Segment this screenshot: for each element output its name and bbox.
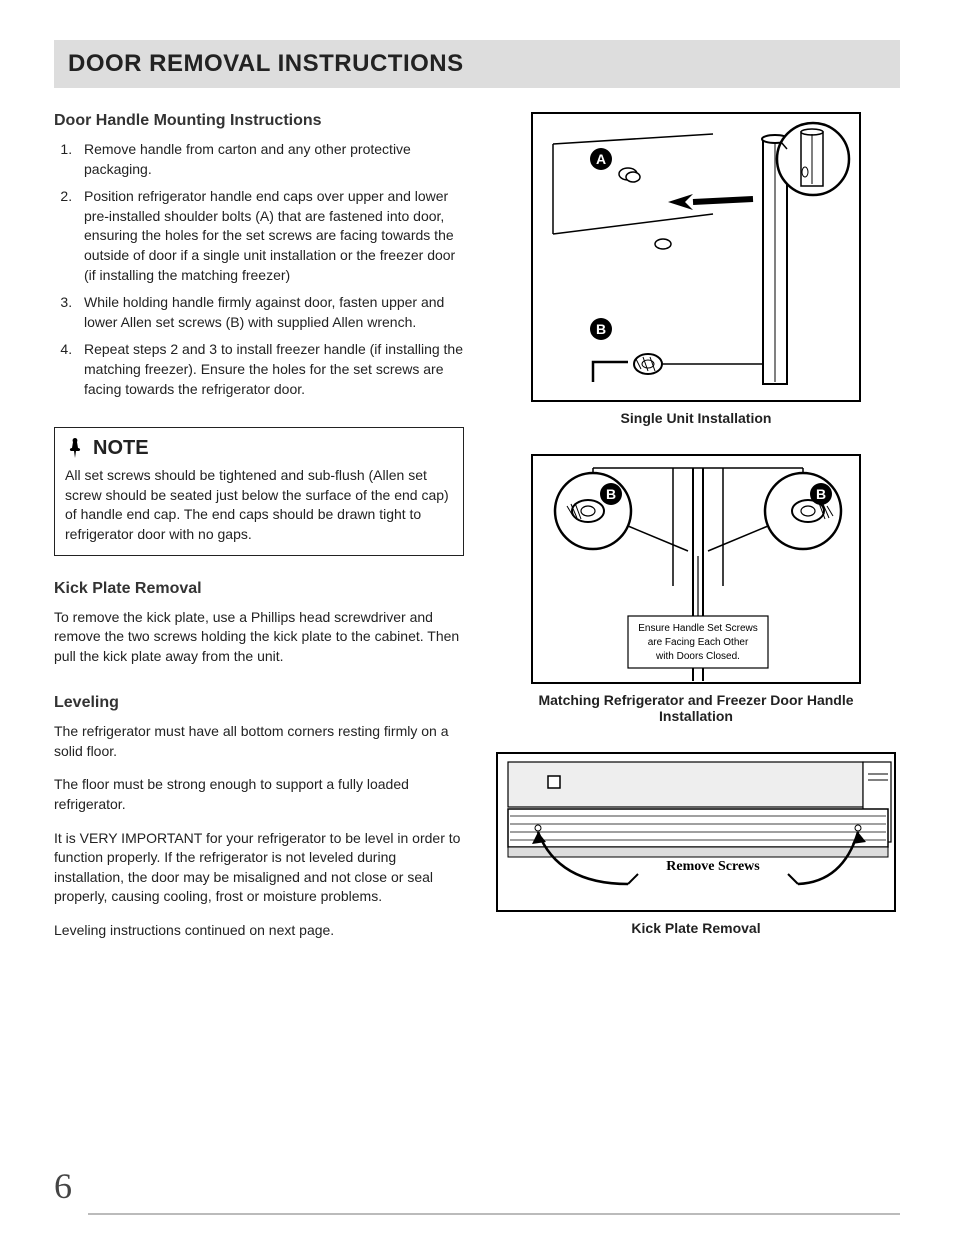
mounting-section: Door Handle Mounting Instructions Remove…: [54, 112, 464, 399]
mounting-heading: Door Handle Mounting Instructions: [54, 112, 464, 130]
step-1: Remove handle from carton and any other …: [76, 140, 464, 179]
fig2-label-b2: B: [816, 486, 826, 502]
figure-matching: B B Ensure Handle Set Screws: [492, 454, 900, 724]
note-label: NOTE: [93, 437, 149, 460]
figure2-caption: Matching Refrigerator and Freezer Door H…: [516, 692, 876, 724]
figure1-frame: A: [531, 112, 861, 402]
kick-section: Kick Plate Removal To remove the kick pl…: [54, 580, 464, 667]
figure3-caption: Kick Plate Removal: [492, 920, 900, 936]
step-2: Position refrigerator handle end caps ov…: [76, 187, 464, 285]
fig1-label-a: A: [596, 151, 606, 167]
mounting-steps: Remove handle from carton and any other …: [54, 140, 464, 399]
fig3-callout: Remove Screws: [666, 859, 760, 874]
right-column: A: [492, 112, 900, 969]
leveling-p3: It is VERY IMPORTANT for your refrigerat…: [54, 829, 464, 907]
figure2-frame: B B Ensure Handle Set Screws: [531, 454, 861, 684]
fig2-box-line1: Ensure Handle Set Screws: [638, 623, 758, 634]
kick-heading: Kick Plate Removal: [54, 580, 464, 598]
fig1-label-b: B: [596, 321, 606, 337]
leveling-p2: The floor must be strong enough to suppo…: [54, 775, 464, 814]
note-box: NOTE All set screws should be tightened …: [54, 427, 464, 555]
pushpin-icon: [65, 436, 85, 460]
fig2-label-b1: B: [606, 486, 616, 502]
page-title: DOOR REMOVAL INSTRUCTIONS: [68, 50, 886, 78]
fig2-box-line2: are Facing Each Other: [648, 637, 749, 648]
leveling-heading: Leveling: [54, 694, 464, 712]
note-header: NOTE: [65, 436, 453, 460]
kick-body: To remove the kick plate, use a Phillips…: [54, 608, 464, 667]
leveling-p4: Leveling instructions continued on next …: [54, 921, 464, 941]
figure1-svg: A: [533, 114, 863, 404]
note-body: All set screws should be tightened and s…: [65, 466, 453, 544]
figure3-frame: Remove Screws: [496, 752, 896, 912]
page-title-bar: DOOR REMOVAL INSTRUCTIONS: [54, 40, 900, 88]
content-columns: Door Handle Mounting Instructions Remove…: [54, 112, 900, 969]
leveling-section: Leveling The refrigerator must have all …: [54, 694, 464, 940]
figure3-svg: Remove Screws: [498, 754, 898, 914]
figure1-caption: Single Unit Installation: [492, 410, 900, 426]
fig2-box-line3: with Doors Closed.: [655, 651, 740, 662]
figure2-svg: B B Ensure Handle Set Screws: [533, 456, 863, 686]
figure-kickplate: Remove Screws Kick Plate Removal: [492, 752, 900, 936]
footer-rule: [88, 1213, 900, 1215]
leveling-p1: The refrigerator must have all bottom co…: [54, 722, 464, 761]
left-column: Door Handle Mounting Instructions Remove…: [54, 112, 464, 969]
figure-single-unit: A: [492, 112, 900, 426]
step-3: While holding handle firmly against door…: [76, 293, 464, 332]
step-4: Repeat steps 2 and 3 to install freezer …: [76, 340, 464, 399]
page-number: 6: [54, 1165, 72, 1207]
